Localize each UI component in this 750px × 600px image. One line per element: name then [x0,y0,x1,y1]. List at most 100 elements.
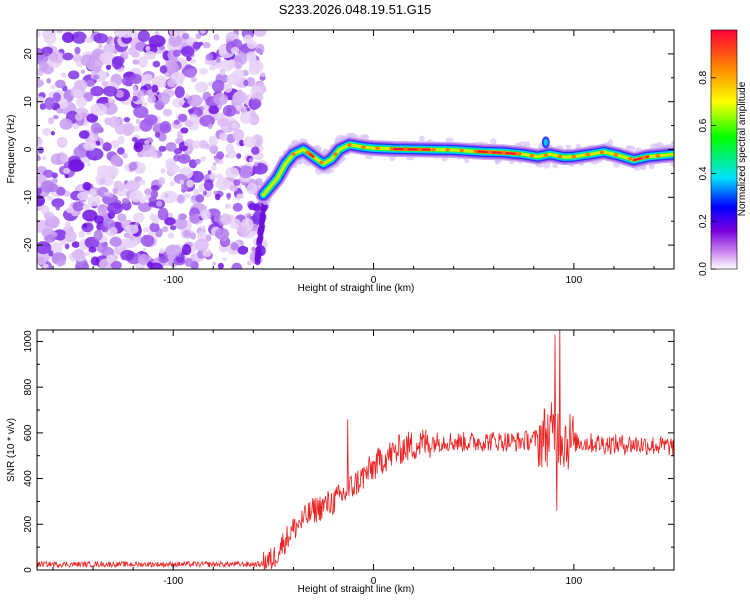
noise-blob [163,108,173,117]
noise-blob [85,147,104,161]
noise-blob [158,132,167,142]
noise-blob [68,70,80,80]
colorbar-label: Normalized spectral amplitude [737,81,748,216]
noise-blob [230,242,239,251]
noise-blob [209,144,218,155]
ridge-hotspot [501,150,506,154]
noise-blob [198,140,208,149]
noise-blob [182,32,190,40]
noise-blob [99,178,106,185]
ridge-hotspot [641,156,647,160]
y-tick-label: 1000 [23,330,34,353]
noise-blob [138,144,157,158]
noise-blob [247,261,252,266]
noise-blob [232,202,243,212]
noise-blob [229,218,242,230]
noise-blob [158,255,169,264]
noise-blob [178,213,188,220]
noise-blob [255,48,262,53]
noise-blob [59,118,73,130]
noise-blob [158,145,167,152]
noise-blob [59,153,68,163]
noise-blob [217,117,229,127]
noise-blob [190,77,197,83]
noise-blob [190,232,197,240]
noise-blob [234,52,248,66]
noise-blob [74,80,83,89]
noise-blob [71,241,80,248]
noise-blob [217,262,224,269]
ridge-hotspot [627,157,633,161]
noise-blob [74,113,84,121]
noise-blob [115,89,125,98]
noise-blob [164,217,176,226]
noise-blob [240,111,252,124]
noise-blob [80,69,86,74]
noise-blob [109,236,122,247]
noise-blob [53,229,67,241]
noise-blob [183,193,191,199]
noise-blob [117,135,125,145]
colorbar-ticks: 0.0 0.2 0.4 0.6 0.8 [698,70,716,276]
noise-blob [167,232,175,239]
ridge-hotspot [389,147,394,151]
noise-blob [37,241,52,255]
noise-blob [205,53,214,61]
noise-blob [137,92,141,97]
colorbar-tick-label: 0.6 [698,118,709,132]
noise-blob [246,183,258,195]
noise-blob [121,197,130,204]
colorbar: 0.0 0.2 0.4 0.6 0.8 Normalized spectral ampl… [698,29,748,276]
noise-blob [120,249,135,261]
ridge-hotspot [305,150,310,154]
y-tick-label: 400 [23,470,34,487]
ridge-hotspot [515,152,520,156]
colorbar-tick-label: 0.8 [698,70,709,84]
noise-blob [89,188,97,197]
noise-blob [260,206,267,214]
ridge-band [261,143,674,197]
noise-blob [229,185,238,192]
noise-blob [194,81,209,93]
noise-blob [151,84,159,93]
noise-blob [209,65,216,71]
noise-blob [56,259,66,266]
noise-blob [138,179,146,186]
noise-blob [189,114,199,123]
noise-blob [204,59,209,65]
noise-blob [165,142,177,152]
ridge-hotspot [403,147,408,151]
noise-blob [93,33,108,44]
noise-blob [84,37,93,44]
noise-blob [231,262,243,269]
noise-blob [41,30,52,39]
noise-blob [212,261,217,266]
noise-blob [154,31,160,36]
noise-blob [44,97,55,110]
noise-blob [47,195,54,201]
noise-blob [133,142,144,153]
noise-blob [154,100,165,111]
noise-blob [62,52,74,61]
noise-blob [107,202,123,215]
noise-blob [181,46,195,58]
noise-blob [205,234,212,242]
noise-blob [251,246,256,252]
noise-region [37,30,269,269]
noise-blob [107,96,114,103]
noise-blob [37,31,41,37]
noise-blob [178,113,188,122]
noise-blob [255,250,262,258]
snr-frame [36,329,675,571]
noise-blob [37,252,48,265]
colorbar-tick-label: 0.0 [698,262,709,276]
ridge-halo-blob [627,145,636,152]
noise-blob [180,127,189,134]
noise-blob [133,212,145,223]
noise-blob [186,179,194,188]
noise-blob [48,250,54,257]
ridge-hotspot [585,152,591,157]
noise-blob [189,170,204,183]
noise-blob [144,114,158,126]
noise-blob [112,187,118,195]
